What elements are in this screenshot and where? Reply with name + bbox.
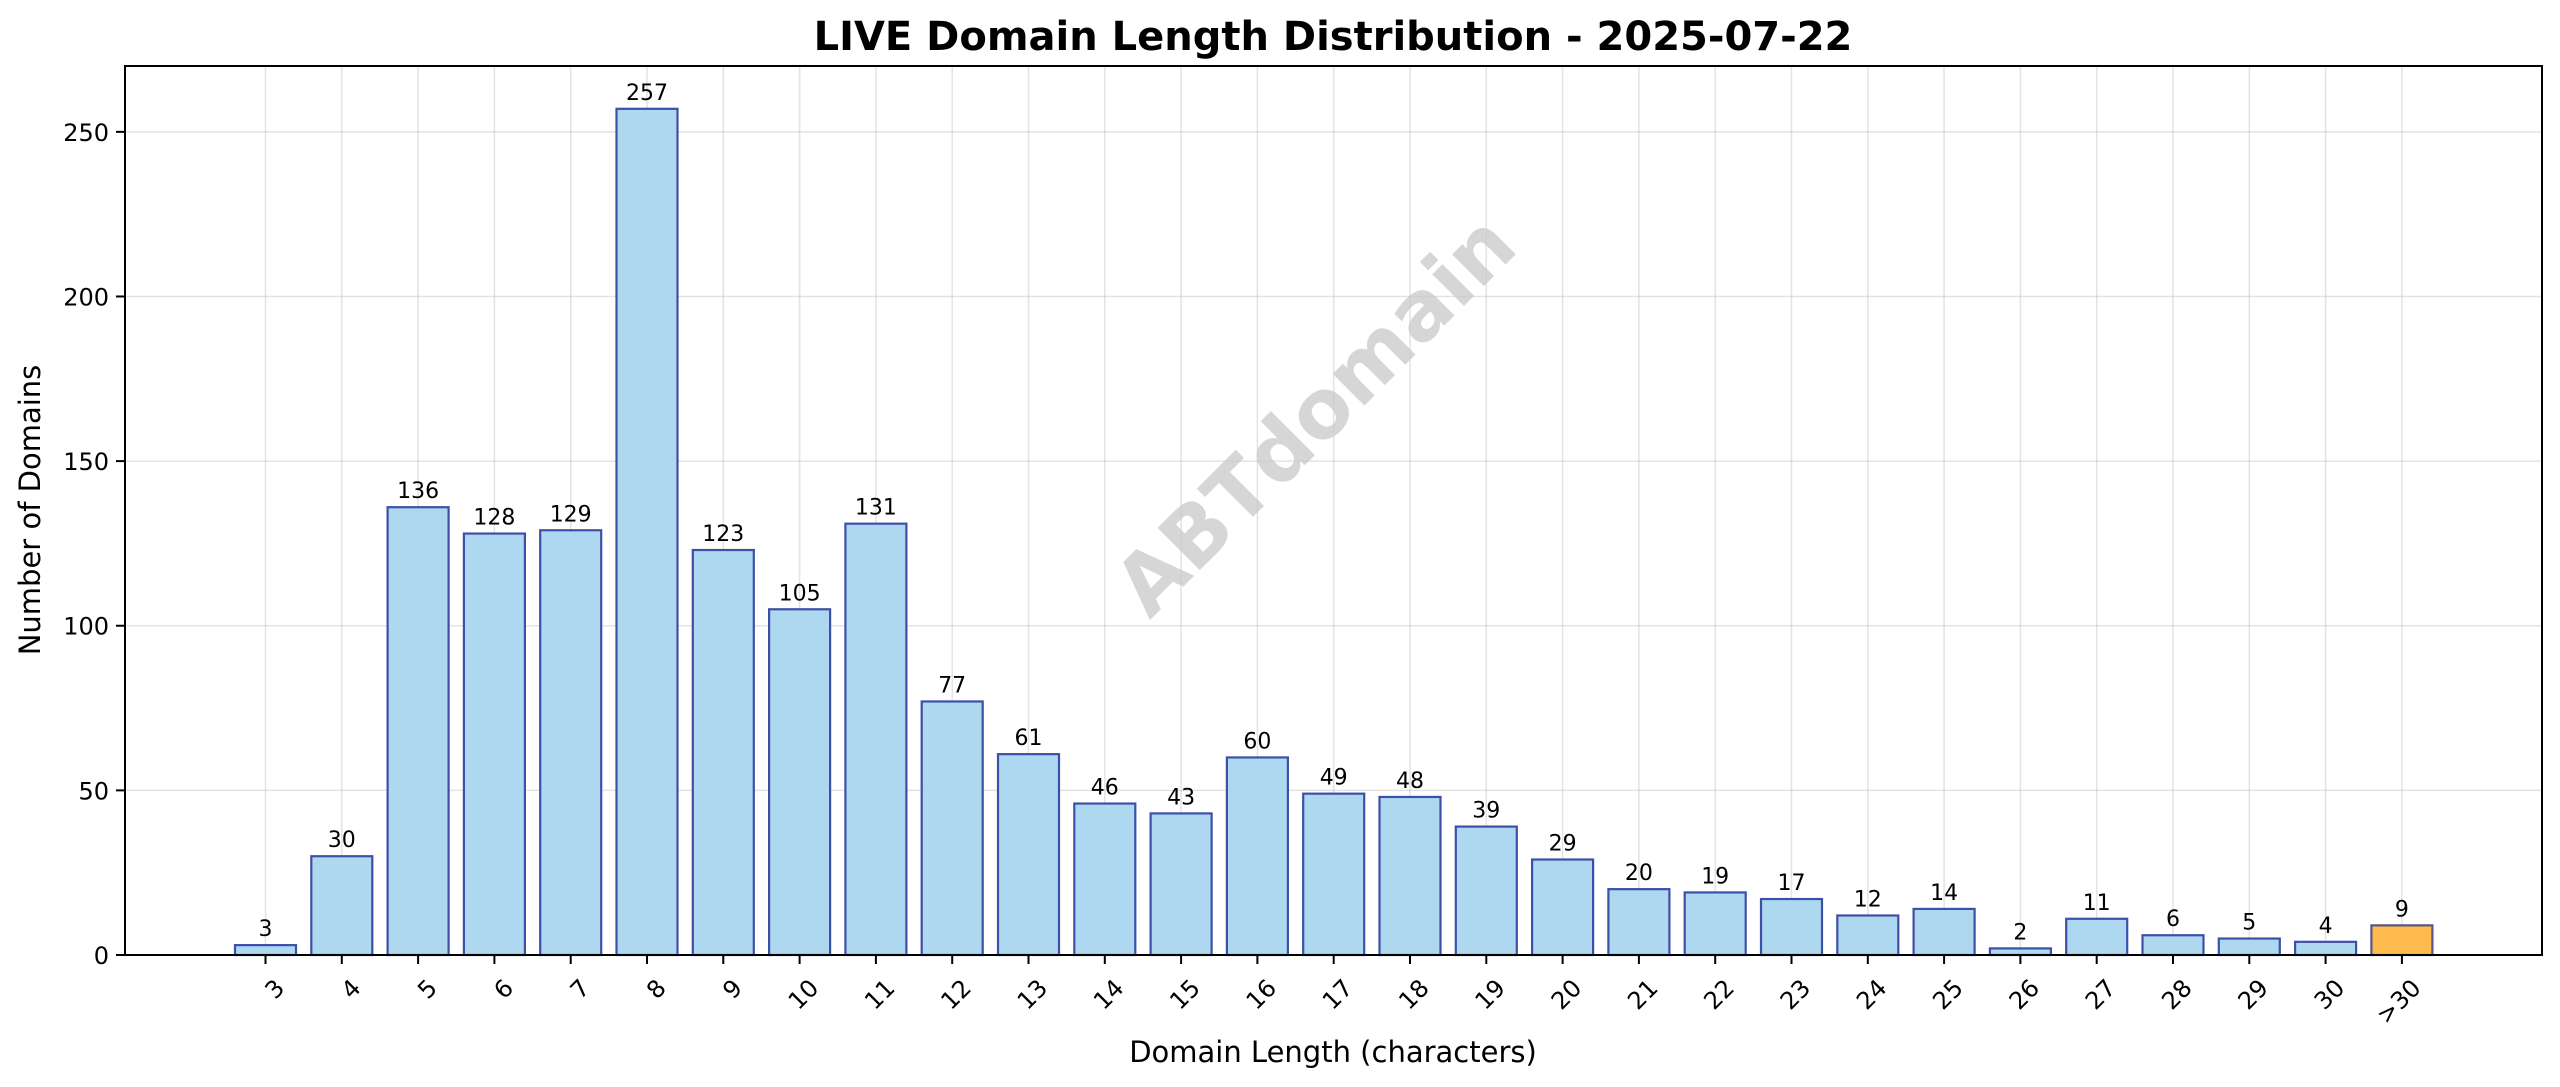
chart-title: LIVE Domain Length Distribution - 2025-0… (814, 14, 1853, 60)
data-label-18: 48 (1396, 769, 1424, 794)
data-label-12: 77 (938, 673, 966, 698)
data-label-9: 123 (702, 522, 744, 547)
y-tick-label: 0 (94, 942, 109, 970)
data-label-7: 129 (550, 502, 592, 527)
bar-10 (767, 608, 832, 957)
data-label-30: 4 (2319, 914, 2333, 939)
y-axis: 0 50 100 150 200 250 (63, 119, 125, 970)
data-label->30: 9 (2395, 897, 2409, 922)
data-label-28: 6 (2166, 907, 2180, 932)
data-label-14: 46 (1091, 776, 1119, 801)
bar-29 (2217, 937, 2281, 957)
y-tick-label: 150 (63, 448, 109, 476)
data-label-19: 39 (1472, 799, 1500, 824)
y-axis-label: Number of Domains (13, 365, 47, 656)
bar-24 (1836, 914, 1900, 957)
data-label-29: 5 (2242, 911, 2256, 936)
bar-21 (1607, 888, 1671, 957)
data-label-20: 29 (1549, 832, 1577, 857)
data-label-24: 12 (1854, 887, 1882, 912)
bar-20 (1530, 858, 1595, 957)
data-label-17: 49 (1320, 766, 1348, 791)
bars (233, 107, 2434, 957)
data-label-25: 14 (1930, 881, 1958, 906)
y-tick-label: 100 (63, 613, 109, 641)
bar-16 (1225, 756, 1290, 957)
bar-11 (844, 522, 908, 957)
bar-4 (310, 855, 374, 957)
data-label-22: 19 (1701, 864, 1729, 889)
y-tick-label: 250 (63, 119, 109, 147)
data-label-23: 17 (1778, 871, 1806, 896)
bar-17 (1302, 792, 1366, 957)
y-tick-label: 50 (78, 777, 109, 805)
data-label-8: 257 (626, 81, 668, 106)
data-label-27: 11 (2083, 891, 2111, 916)
bar-27 (2065, 917, 2129, 957)
bar-22 (1683, 891, 1747, 957)
data-label-6: 128 (473, 506, 515, 531)
data-label-16: 60 (1243, 729, 1271, 754)
data-label-3: 3 (259, 917, 273, 942)
bar-19 (1454, 825, 1518, 957)
data-label-21: 20 (1625, 861, 1653, 886)
bar-12 (920, 700, 984, 957)
bar-7 (539, 529, 603, 957)
bar-3 (233, 944, 298, 957)
bar->30 (2370, 924, 2434, 957)
bar-5 (386, 506, 450, 957)
data-label-15: 43 (1167, 785, 1195, 810)
bar-6 (462, 532, 526, 957)
x-axis-label: Domain Length (characters) (1129, 1035, 1537, 1069)
data-label-10: 105 (779, 581, 821, 606)
bar-8 (615, 107, 679, 957)
bar-9 (691, 548, 755, 957)
bar-23 (1759, 897, 1824, 957)
bar-14 (1073, 802, 1137, 957)
bar-15 (1149, 812, 1213, 957)
data-label-26: 2 (2013, 920, 2027, 945)
bar-25 (1912, 907, 1976, 957)
bar-28 (2141, 934, 2205, 957)
bar-13 (996, 753, 1061, 957)
data-label-4: 30 (328, 828, 356, 853)
data-label-11: 131 (855, 496, 897, 521)
y-tick-label: 200 (63, 283, 109, 311)
bar-18 (1378, 795, 1442, 957)
data-label-5: 136 (397, 479, 439, 504)
bar-30 (2294, 940, 2358, 957)
data-label-13: 61 (1015, 726, 1043, 751)
